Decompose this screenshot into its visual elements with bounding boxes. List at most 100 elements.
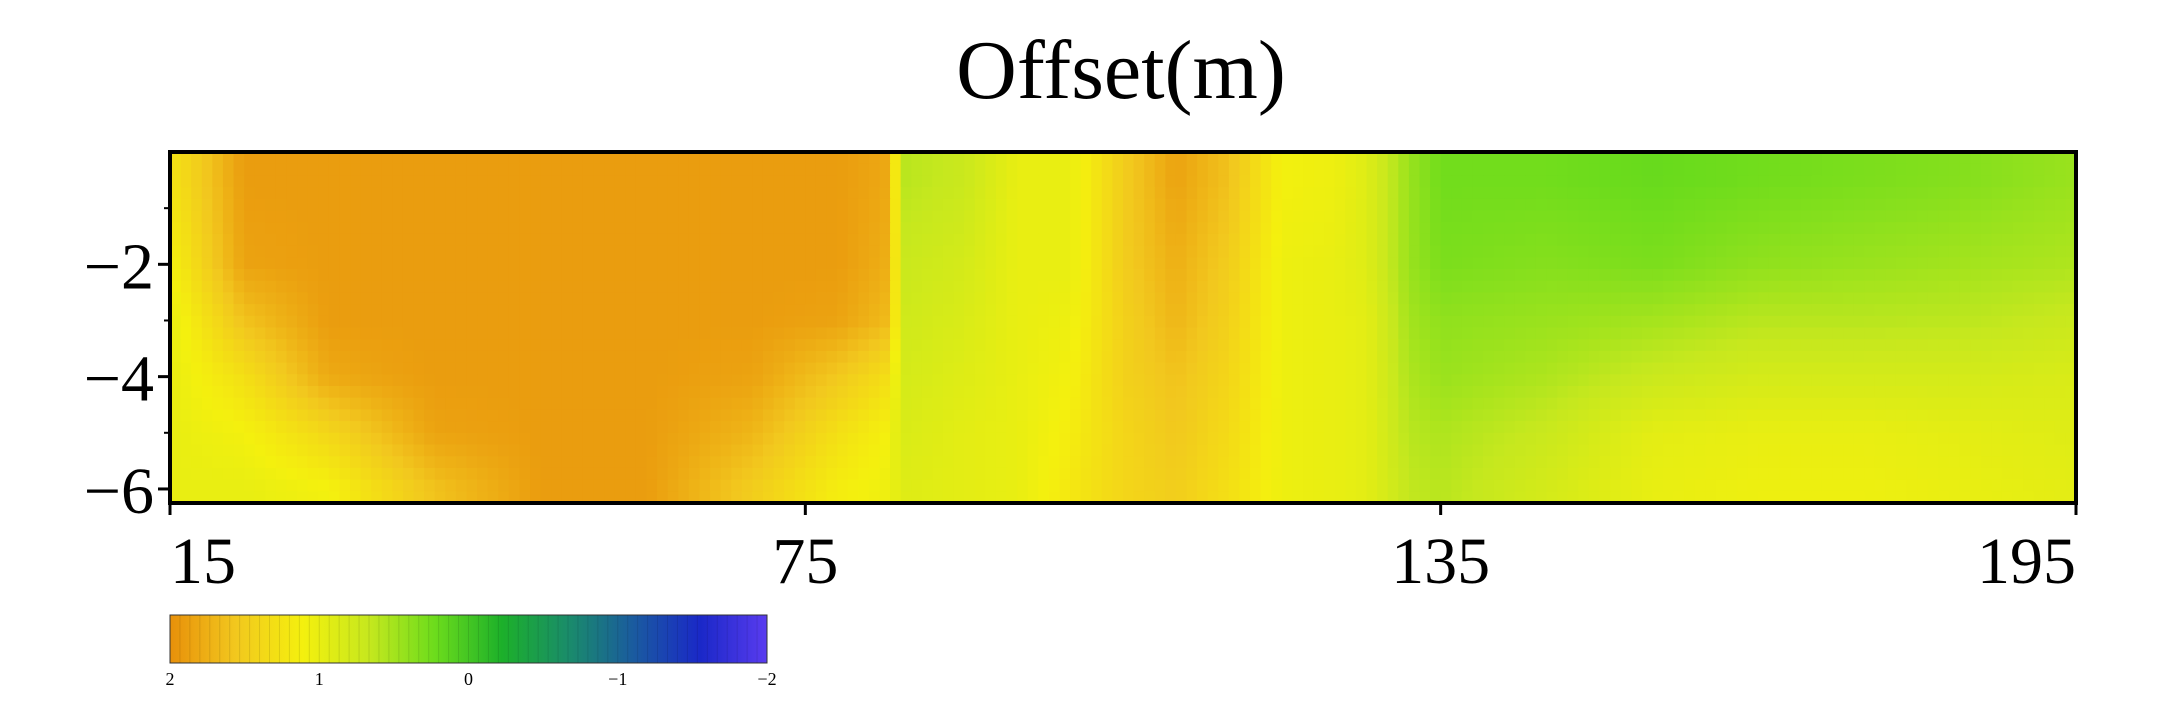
heatmap-cell bbox=[1525, 152, 1537, 165]
heatmap-cell bbox=[974, 456, 987, 469]
heatmap-cell bbox=[424, 456, 436, 469]
heatmap-cell bbox=[2054, 339, 2067, 352]
heatmap-cell bbox=[1472, 409, 1484, 422]
heatmap-cell bbox=[1557, 362, 1569, 376]
heatmap-cell bbox=[900, 362, 913, 376]
heatmap-cell bbox=[1599, 362, 1611, 376]
heatmap-cell bbox=[1758, 421, 1770, 434]
heatmap-cell bbox=[667, 339, 680, 352]
heatmap-cell bbox=[222, 280, 235, 294]
heatmap-cell bbox=[1726, 292, 1738, 305]
heatmap-cell bbox=[1430, 233, 1442, 247]
heatmap-cell bbox=[1493, 257, 1505, 270]
heatmap-cell bbox=[455, 280, 468, 294]
heatmap-cell bbox=[2012, 315, 2024, 329]
heatmap-cell bbox=[593, 269, 605, 282]
heatmap-cell bbox=[1419, 397, 1431, 411]
heatmap-cell bbox=[1959, 386, 1971, 399]
heatmap-cell bbox=[1938, 456, 1950, 469]
heatmap-cell bbox=[1080, 269, 1093, 282]
heatmap-cell bbox=[1303, 152, 1315, 165]
heatmap-cell bbox=[297, 432, 309, 446]
heatmap-cell bbox=[1387, 175, 1400, 188]
heatmap-cell bbox=[2023, 421, 2035, 434]
heatmap-cell bbox=[297, 339, 309, 352]
heatmap-cell bbox=[1493, 409, 1505, 422]
heatmap-cell bbox=[455, 409, 468, 422]
heatmap-cell bbox=[1070, 362, 1082, 376]
heatmap-cell bbox=[773, 210, 785, 223]
heatmap-cell bbox=[1631, 198, 1643, 212]
heatmap-cell bbox=[540, 362, 552, 376]
heatmap-cell bbox=[1874, 374, 1887, 387]
heatmap-cell bbox=[1663, 175, 1675, 188]
heatmap-cell bbox=[847, 152, 860, 165]
heatmap-cell bbox=[1948, 292, 1961, 305]
heatmap-cell bbox=[1123, 432, 1135, 446]
heatmap-cell bbox=[1705, 175, 1717, 188]
heatmap-cell bbox=[455, 456, 468, 469]
heatmap-cell bbox=[1673, 175, 1686, 188]
heatmap-cell bbox=[1684, 257, 1696, 270]
heatmap-cell bbox=[1588, 175, 1601, 188]
heatmap-cell bbox=[1525, 386, 1537, 399]
heatmap-cell bbox=[1504, 257, 1516, 270]
heatmap-cell bbox=[741, 421, 754, 434]
heatmap-cell bbox=[1811, 187, 1823, 200]
heatmap-cell bbox=[1472, 397, 1484, 411]
heatmap-cell bbox=[1355, 269, 1368, 282]
heatmap-cell bbox=[1578, 269, 1590, 282]
heatmap-cell bbox=[1970, 233, 1982, 247]
heatmap-cell bbox=[286, 386, 298, 399]
heatmap-cell bbox=[1673, 280, 1686, 294]
heatmap-cell bbox=[424, 257, 436, 270]
heatmap-cell bbox=[519, 339, 531, 352]
heatmap-cell bbox=[2044, 245, 2056, 259]
heatmap-cell bbox=[688, 432, 701, 446]
heatmap-cell bbox=[222, 327, 235, 340]
heatmap-cell bbox=[551, 187, 563, 200]
heatmap-cell bbox=[858, 421, 870, 434]
heatmap-cell bbox=[805, 315, 817, 329]
heatmap-cell bbox=[1895, 280, 1908, 294]
heatmap-cell bbox=[1578, 456, 1590, 469]
heatmap-cell bbox=[593, 374, 605, 387]
heatmap-cell bbox=[1546, 163, 1558, 177]
heatmap-cell bbox=[1048, 467, 1061, 481]
heatmap-cell bbox=[1874, 386, 1887, 399]
heatmap-cell bbox=[879, 245, 891, 259]
heatmap-cell bbox=[1546, 362, 1558, 376]
heatmap-cell bbox=[508, 163, 521, 177]
heatmap-cell bbox=[1514, 315, 1527, 329]
heatmap-cell bbox=[328, 198, 341, 212]
heatmap-cell bbox=[434, 315, 447, 329]
heatmap-cell bbox=[752, 421, 764, 434]
heatmap-cell bbox=[974, 386, 987, 399]
heatmap-cell bbox=[614, 397, 627, 411]
heatmap-cell bbox=[1186, 210, 1198, 223]
heatmap-cell bbox=[1641, 327, 1654, 340]
heatmap-cell bbox=[1641, 175, 1654, 188]
heatmap-cell bbox=[222, 152, 235, 165]
heatmap-cell bbox=[1959, 315, 1971, 329]
heatmap-cell bbox=[1059, 327, 1071, 340]
heatmap-cell bbox=[434, 257, 447, 270]
heatmap-cell bbox=[942, 187, 955, 200]
heatmap-cell bbox=[413, 421, 425, 434]
heatmap-cell bbox=[942, 456, 955, 469]
heatmap-cell bbox=[540, 444, 552, 457]
heatmap-cell bbox=[752, 163, 764, 177]
heatmap-cell bbox=[720, 152, 733, 165]
heatmap-cell bbox=[657, 315, 669, 329]
heatmap-cell bbox=[1758, 163, 1770, 177]
heatmap-cell bbox=[1440, 269, 1453, 282]
heatmap-cell bbox=[1800, 187, 1813, 200]
heatmap-cell bbox=[1281, 292, 1294, 305]
heatmap-cell bbox=[1175, 245, 1188, 259]
heatmap-cell bbox=[1535, 210, 1548, 223]
heatmap-cell bbox=[1165, 315, 1177, 329]
heatmap-cell bbox=[1980, 397, 1993, 411]
heatmap-cell bbox=[1133, 339, 1145, 352]
heatmap-cell bbox=[445, 432, 457, 446]
heatmap-cell bbox=[1938, 175, 1950, 188]
